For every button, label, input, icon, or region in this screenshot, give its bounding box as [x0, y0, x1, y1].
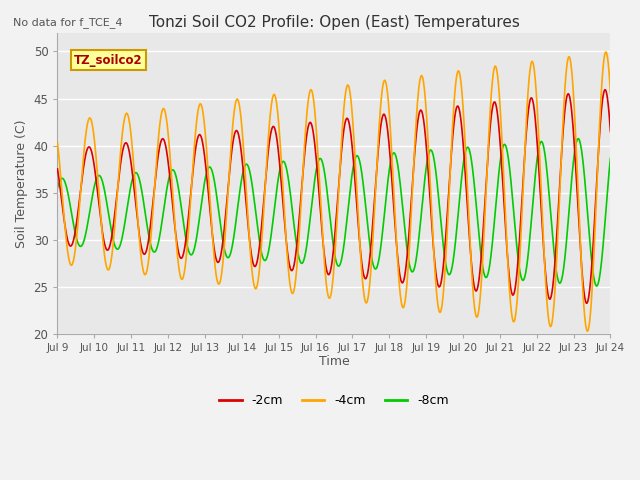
X-axis label: Time: Time	[319, 355, 349, 368]
Text: TZ_soilco2: TZ_soilco2	[74, 54, 143, 67]
Legend: -2cm, -4cm, -8cm: -2cm, -4cm, -8cm	[214, 389, 454, 412]
Y-axis label: Soil Temperature (C): Soil Temperature (C)	[15, 119, 28, 248]
Title: Tonzi Soil CO2 Profile: Open (East) Temperatures: Tonzi Soil CO2 Profile: Open (East) Temp…	[148, 15, 520, 30]
Text: No data for f_TCE_4: No data for f_TCE_4	[13, 17, 122, 28]
